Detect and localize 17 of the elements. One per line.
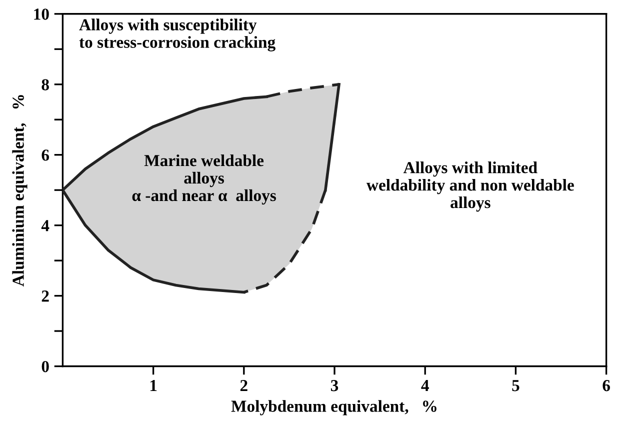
x-tick-label: 1 [150, 380, 157, 392]
x-tick-label: 3 [330, 380, 338, 392]
y-tick-label: 0 [42, 360, 49, 372]
y-tick-label: 8 [42, 79, 49, 90]
x-axis-title: Molybdenum equivalent, % [231, 400, 436, 416]
y-tick-label: 2 [42, 290, 49, 302]
y-axis-title: Aluminium equivalent, % [12, 95, 28, 286]
x-tick-label: 2 [240, 380, 248, 392]
y-tick-label: 10 [34, 8, 49, 20]
x-tick-label: 5 [512, 380, 520, 392]
annotation: Marine weldable alloys α -and near α alloys [132, 154, 276, 205]
annotation: Alloys with susceptibility to stress-corrosion cracking [79, 18, 276, 52]
y-tick-label: 6 [42, 150, 50, 161]
x-tick-label: 4 [421, 380, 429, 392]
x-tick-label: 6 [602, 380, 610, 392]
annotation: Alloys with limited weldability and non weldable alloys [366, 162, 574, 212]
y-tick-label: 4 [41, 220, 50, 232]
